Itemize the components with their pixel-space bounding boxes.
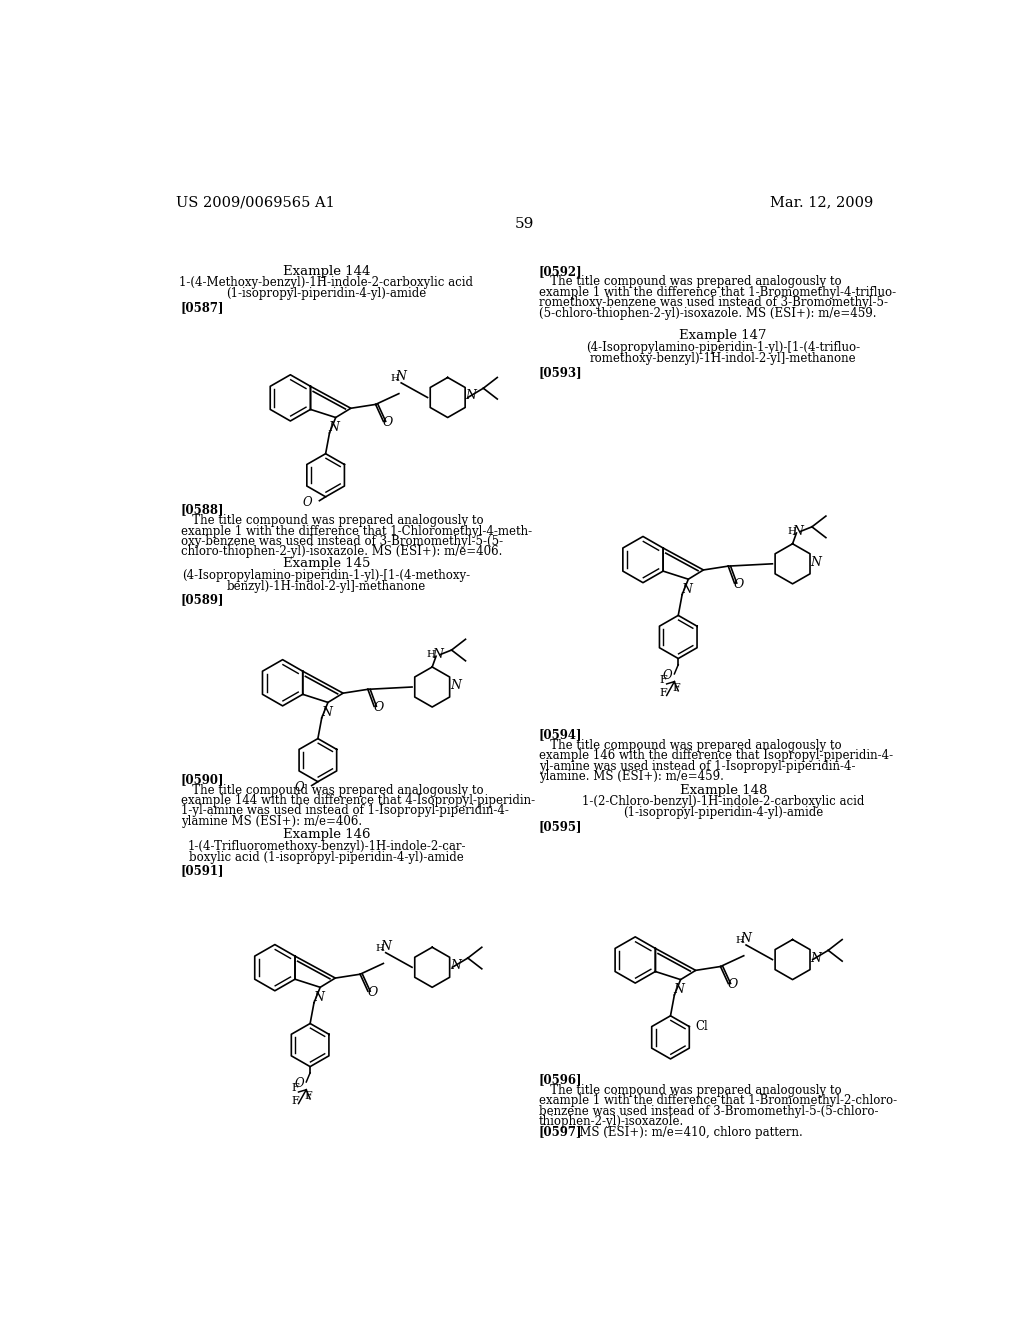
Text: oxy-benzene was used instead of 3-Bromomethyl-5-(5-: oxy-benzene was used instead of 3-Bromom… [180,535,503,548]
Text: O: O [302,496,311,508]
Text: Example 148: Example 148 [680,784,767,797]
Text: N: N [810,556,821,569]
Text: boxylic acid (1-isopropyl-piperidin-4-yl)-amide: boxylic acid (1-isopropyl-piperidin-4-yl… [189,850,464,863]
Text: ylamine MS (ESI+): m/e=406.: ylamine MS (ESI+): m/e=406. [180,814,361,828]
Text: H: H [375,944,384,953]
Text: N: N [740,932,752,945]
Text: N: N [313,991,325,1005]
Text: chloro-thiophen-2-yl)-isoxazole. MS (ESI+): m/e=406.: chloro-thiophen-2-yl)-isoxazole. MS (ESI… [180,545,502,558]
Text: The title compound was prepared analogously to: The title compound was prepared analogou… [539,739,842,752]
Text: The title compound was prepared analogously to: The title compound was prepared analogou… [539,276,842,289]
Text: N: N [380,940,391,953]
Text: N: N [395,370,407,383]
Text: O: O [294,1077,304,1089]
Text: N: N [466,389,476,403]
Text: example 1 with the difference that 1-Bromomethyl-4-trifluo-: example 1 with the difference that 1-Bro… [539,286,896,298]
Text: The title compound was prepared analogously to: The title compound was prepared analogou… [180,784,483,797]
Text: thiophen-2-yl)-isoxazole.: thiophen-2-yl)-isoxazole. [539,1115,684,1129]
Text: N: N [674,983,684,997]
Text: [0592]: [0592] [539,264,583,277]
Text: Mar. 12, 2009: Mar. 12, 2009 [770,195,873,210]
Text: (1-isopropyl-piperidin-4-yl)-amide: (1-isopropyl-piperidin-4-yl)-amide [226,286,427,300]
Text: 1-(2-Chloro-benzyl)-1H-indole-2-carboxylic acid: 1-(2-Chloro-benzyl)-1H-indole-2-carboxyl… [582,795,864,808]
Text: O: O [663,668,672,681]
Text: F: F [659,675,668,685]
Text: F: F [304,1090,311,1101]
Text: ylamine. MS (ESI+): m/e=459.: ylamine. MS (ESI+): m/e=459. [539,770,724,783]
Text: (5-chloro-thiophen-2-yl)-isoxazole. MS (ESI+): m/e=459.: (5-chloro-thiophen-2-yl)-isoxazole. MS (… [539,306,877,319]
Text: F: F [659,688,668,698]
Text: Example 145: Example 145 [283,557,370,570]
Text: [0589]: [0589] [180,594,224,606]
Text: [0591]: [0591] [180,865,224,878]
Text: [0593]: [0593] [539,367,583,379]
Text: Example 147: Example 147 [680,330,767,342]
Text: H: H [787,527,797,536]
Text: romethoxy-benzyl)-1H-indol-2-yl]-methanone: romethoxy-benzyl)-1H-indol-2-yl]-methano… [590,351,856,364]
Text: N: N [810,952,821,965]
Text: H: H [427,651,436,659]
Text: The title compound was prepared analogously to: The title compound was prepared analogou… [180,515,483,527]
Text: 1-yl-amine was used instead of 1-Isopropyl-piperidin-4-: 1-yl-amine was used instead of 1-Isoprop… [180,804,509,817]
Text: The title compound was prepared analogously to: The title compound was prepared analogou… [539,1084,842,1097]
Text: O: O [368,986,378,999]
Text: example 144 with the difference that 4-Isopropyl-piperidin-: example 144 with the difference that 4-I… [180,795,535,807]
Text: (4-Isopropylamino-piperidin-1-yl)-[1-(4-trifluo-: (4-Isopropylamino-piperidin-1-yl)-[1-(4-… [586,341,860,354]
Text: N: N [432,648,443,661]
Text: Example 146: Example 146 [283,829,370,841]
Text: (4-Isopropylamino-piperidin-1-yl)-[1-(4-methoxy-: (4-Isopropylamino-piperidin-1-yl)-[1-(4-… [182,569,470,582]
Text: (1-isopropyl-piperidin-4-yl)-amide: (1-isopropyl-piperidin-4-yl)-amide [623,807,823,818]
Text: [0597]: [0597] [539,1126,583,1139]
Text: N: N [329,421,340,434]
Text: N: N [681,583,692,597]
Text: F: F [672,682,680,693]
Text: N: N [793,525,804,539]
Text: 1-(4-Trifluoromethoxy-benzyl)-1H-indole-2-car-: 1-(4-Trifluoromethoxy-benzyl)-1H-indole-… [187,840,466,853]
Text: [0595]: [0595] [539,820,583,833]
Text: example 1 with the difference that 1-Chloromethyl-4-meth-: example 1 with the difference that 1-Chl… [180,524,531,537]
Text: romethoxy-benzene was used instead of 3-Bromomethyl-5-: romethoxy-benzene was used instead of 3-… [539,296,888,309]
Text: [0596]: [0596] [539,1073,583,1086]
Text: Example 144: Example 144 [283,264,370,277]
Text: Cl: Cl [695,1020,709,1034]
Text: benzene was used instead of 3-Bromomethyl-5-(5-chloro-: benzene was used instead of 3-Bromomethy… [539,1105,879,1118]
Text: example 146 with the difference that Isopropyl-piperidin-4-: example 146 with the difference that Iso… [539,750,893,763]
Text: example 1 with the difference that 1-Bromomethyl-2-chloro-: example 1 with the difference that 1-Bro… [539,1094,897,1107]
Text: [0587]: [0587] [180,301,224,314]
Text: MS (ESI+): m/e=410, chloro pattern.: MS (ESI+): m/e=410, chloro pattern. [568,1126,803,1139]
Text: N: N [321,706,332,719]
Text: yl-amine was used instead of 1-Isopropyl-piperidin-4-: yl-amine was used instead of 1-Isopropyl… [539,760,855,772]
Text: O: O [374,701,384,714]
Text: 59: 59 [515,216,535,231]
Text: [0594]: [0594] [539,729,583,742]
Text: O: O [294,780,304,793]
Text: O: O [728,978,738,991]
Text: US 2009/0069565 A1: US 2009/0069565 A1 [176,195,335,210]
Text: [0590]: [0590] [180,774,224,785]
Text: N: N [450,678,461,692]
Text: N: N [450,960,461,973]
Text: [0588]: [0588] [180,503,224,516]
Text: benzyl)-1H-indol-2-yl]-methanone: benzyl)-1H-indol-2-yl]-methanone [226,579,426,593]
Text: O: O [734,578,744,591]
Text: F: F [292,1097,299,1106]
Text: H: H [735,936,744,945]
Text: 1-(4-Methoxy-benzyl)-1H-indole-2-carboxylic acid: 1-(4-Methoxy-benzyl)-1H-indole-2-carboxy… [179,276,473,289]
Text: F: F [292,1084,299,1093]
Text: H: H [390,374,399,383]
Text: O: O [383,416,393,429]
